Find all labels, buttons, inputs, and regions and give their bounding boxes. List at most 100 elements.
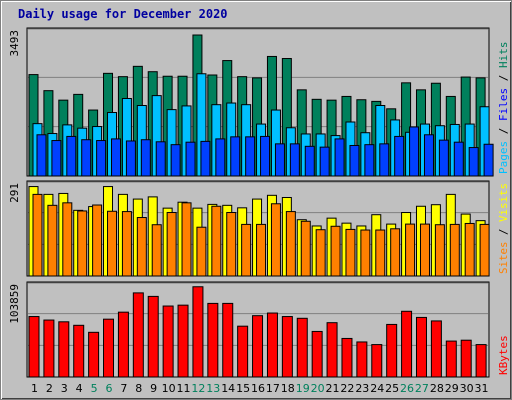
x-tick-label: 2: [46, 382, 53, 395]
x-tick-label: 19: [296, 382, 310, 395]
pages-bar: [185, 141, 196, 177]
kbytes-bar: [73, 324, 85, 378]
x-tick-label: 11: [176, 382, 190, 395]
kbytes-bar: [162, 305, 174, 378]
pages-bar: [379, 143, 390, 177]
sites-bar: [136, 217, 147, 277]
x-tick-label: 17: [266, 382, 280, 395]
sites-bar: [434, 224, 445, 277]
sites-bar: [241, 223, 252, 277]
x-tick-label: 31: [475, 382, 489, 395]
legend-item-visits: Visits: [497, 183, 510, 222]
kbytes-bar: [281, 316, 293, 378]
x-tick-label: 10: [162, 382, 176, 395]
pages-bar: [349, 144, 360, 177]
pages-bar: [409, 126, 420, 177]
legend-visits-sites: Sites / Visits: [497, 183, 510, 274]
pages-bar: [200, 140, 211, 177]
sites-bar: [315, 229, 326, 277]
y-max-label: 291: [8, 183, 21, 203]
x-tick-label: 26: [400, 382, 414, 395]
pages-bar: [304, 145, 315, 177]
kbytes-bar: [386, 323, 398, 378]
pages-bar: [453, 141, 464, 177]
pages-bar: [125, 140, 136, 177]
kbytes-bar: [326, 322, 338, 378]
legend-separator: /: [497, 68, 510, 88]
kbytes-bar: [475, 344, 487, 378]
pages-bar: [230, 136, 241, 177]
kbytes-bar: [266, 312, 278, 378]
pages-bar: [140, 139, 151, 177]
kbytes-bar: [371, 344, 383, 378]
sites-bar: [390, 228, 401, 277]
kbytes-bar: [147, 295, 159, 378]
x-tick-label: 5: [91, 382, 98, 395]
kbytes-bar: [341, 337, 353, 378]
legend-item-kbytes: KBytes: [497, 335, 510, 375]
pages-bar: [423, 134, 434, 177]
sites-bar: [360, 229, 371, 277]
kbytes-bar: [132, 292, 144, 378]
x-tick-label: 9: [150, 382, 157, 395]
sites-bar: [270, 203, 281, 277]
pages-bar: [274, 143, 285, 177]
kbytes-bar: [177, 304, 189, 378]
legend-separator: /: [497, 222, 510, 242]
sites-bar: [62, 202, 73, 277]
pages-bar: [36, 134, 47, 177]
x-tick-label: 3: [61, 382, 68, 395]
kbytes-bar: [237, 325, 249, 378]
kbytes-bar: [415, 316, 427, 378]
x-tick-label: 14: [221, 382, 235, 395]
kbytes-bar: [445, 340, 457, 378]
sites-bar: [92, 204, 103, 277]
kbytes-bar: [58, 321, 70, 378]
sites-bar: [330, 225, 341, 277]
kbytes-bar: [401, 310, 413, 378]
legend-item-sites: Sites: [497, 242, 510, 275]
pages-bar: [364, 144, 375, 177]
pages-bar: [111, 138, 122, 177]
legend-item-files: Files: [497, 88, 510, 121]
pages-bar: [394, 135, 405, 177]
sites-bar: [181, 202, 192, 277]
x-tick-label: 30: [460, 382, 474, 395]
pages-bar: [215, 138, 226, 177]
kbytes-bar: [460, 339, 472, 378]
sites-bar: [166, 212, 177, 277]
kbytes-bar: [43, 319, 55, 378]
pages-bar: [468, 147, 479, 177]
pages-bar: [96, 140, 107, 177]
sites-bar: [32, 193, 43, 277]
kbytes-bar: [222, 302, 234, 378]
x-tick-label: 1: [31, 382, 38, 395]
sites-bar: [464, 222, 475, 277]
pages-bar: [170, 144, 181, 177]
x-tick-label: 22: [340, 382, 354, 395]
sites-bar: [77, 210, 88, 277]
pages-bar: [155, 141, 166, 177]
sites-bar: [121, 211, 132, 277]
y-max-label: 3493: [8, 30, 21, 57]
pages-bar: [66, 135, 77, 177]
sites-bar: [151, 224, 162, 277]
legend-item-hits: Hits: [497, 42, 510, 69]
x-tick-label: 29: [445, 382, 459, 395]
kbytes-bar: [430, 320, 442, 378]
sites-bar: [300, 220, 311, 277]
pages-bar: [51, 140, 62, 177]
kbytes-bar: [88, 331, 100, 378]
legend-hits-files-pages: Pages / Files / Hits: [497, 42, 510, 175]
pages-bar: [438, 139, 449, 177]
sites-bar: [107, 210, 118, 277]
kbytes-bar: [117, 311, 129, 378]
x-tick-label: 27: [415, 382, 429, 395]
pages-bar: [245, 136, 256, 177]
y-max-label: 103859: [8, 284, 21, 324]
x-tick-label: 7: [120, 382, 127, 395]
kbytes-bar: [296, 317, 308, 378]
sites-bar: [449, 223, 460, 277]
kbytes-bar: [207, 302, 219, 378]
